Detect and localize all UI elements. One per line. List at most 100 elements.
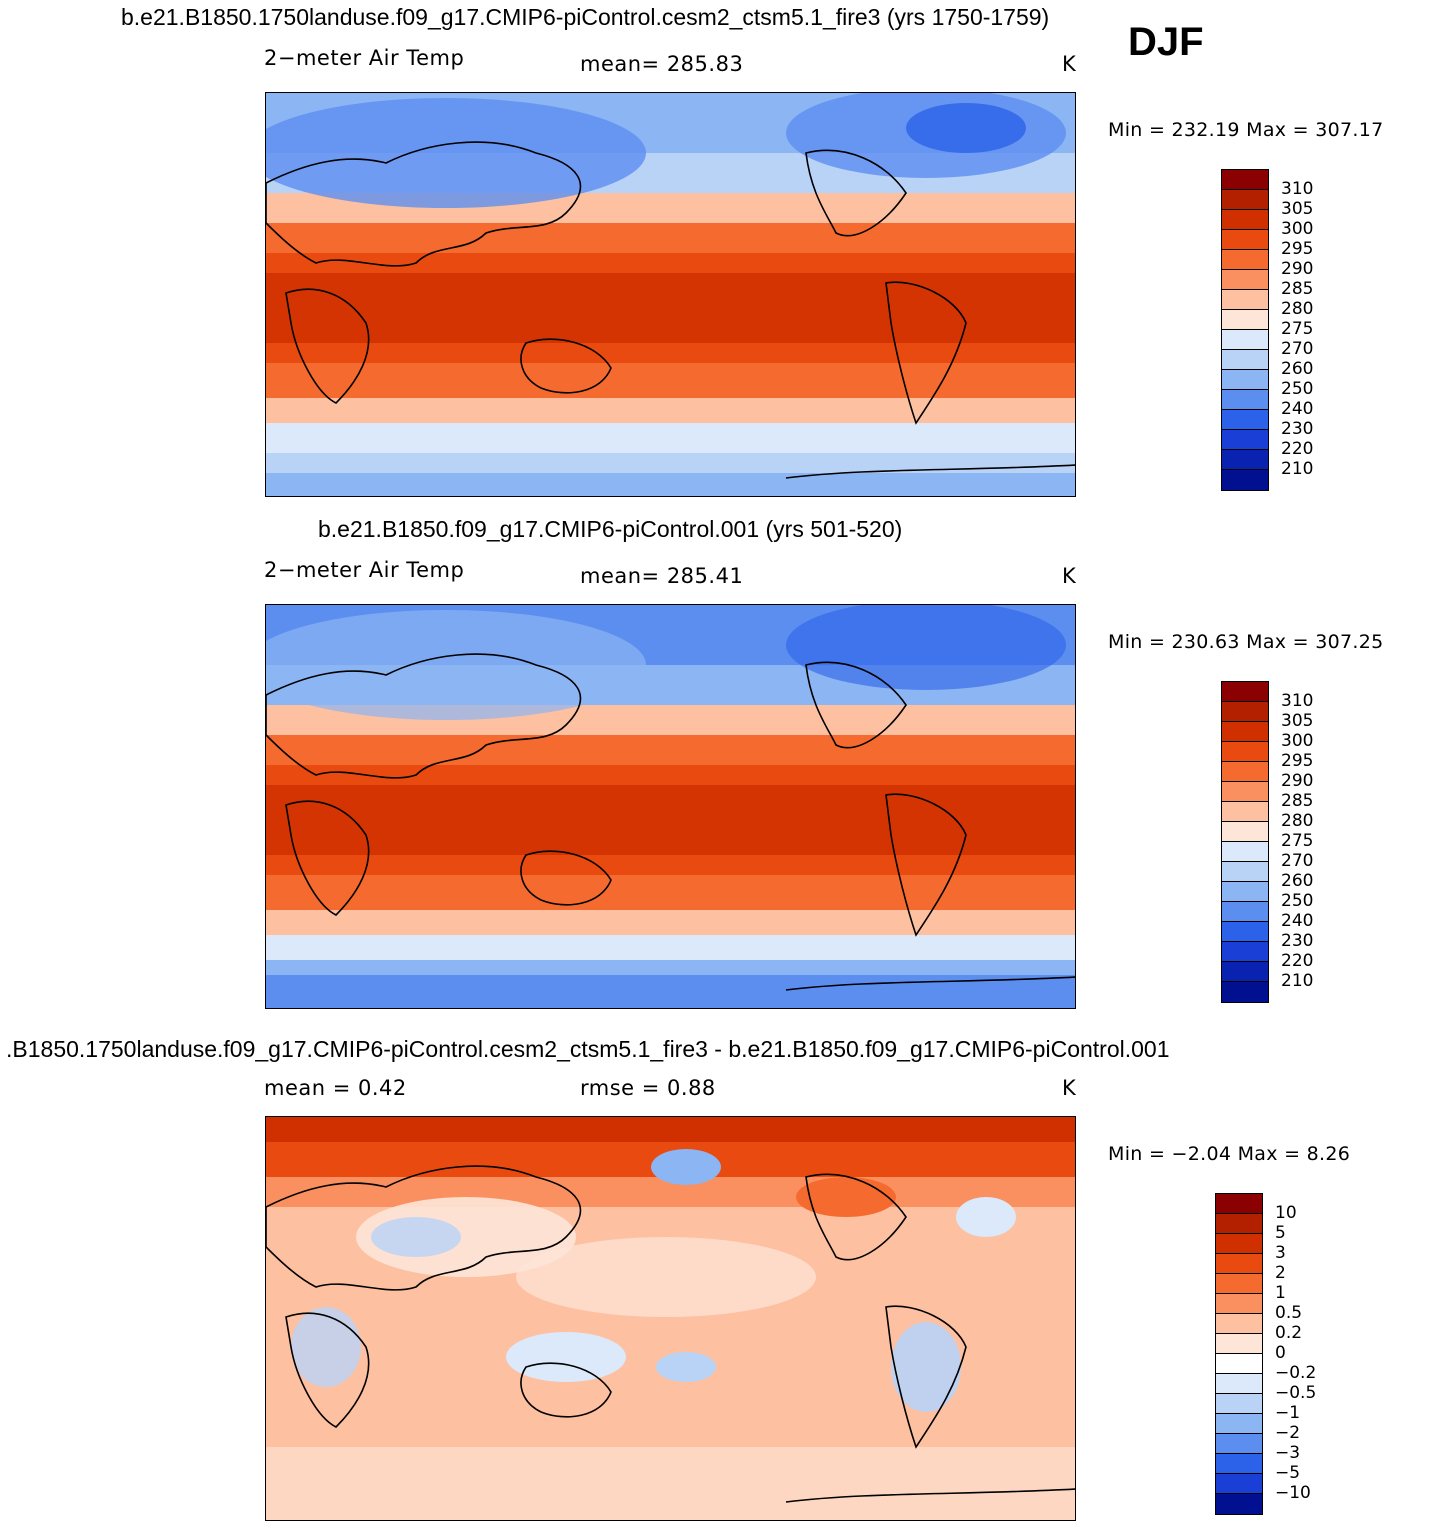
colorbar-tick-label: 285	[1281, 279, 1314, 299]
colorbar-tick-label: 295	[1281, 239, 1314, 259]
coastline	[785, 976, 1075, 991]
colorbar-tick-label: 295	[1281, 751, 1314, 771]
coastline	[785, 1488, 1075, 1503]
panel-2-units: K	[1062, 564, 1077, 588]
colorbar-swatch	[1222, 922, 1268, 942]
map-region	[516, 1237, 816, 1317]
coastline	[805, 661, 907, 749]
colorbar-tick-label: 280	[1281, 299, 1314, 319]
colorbar-tick-label: 0.5	[1275, 1303, 1303, 1323]
coastline	[266, 1165, 582, 1291]
panel-2-map	[265, 604, 1076, 1009]
colorbar-tick-label: 2	[1275, 1263, 1286, 1283]
colorbar-swatch	[1216, 1394, 1262, 1414]
colorbar-swatch	[1222, 450, 1268, 470]
colorbar-swatch	[1222, 782, 1268, 802]
colorbar-tick-label: 240	[1281, 399, 1314, 419]
map-band	[266, 785, 1075, 855]
colorbar-tick-label: 270	[1281, 339, 1314, 359]
colorbar-swatch	[1216, 1434, 1262, 1454]
panel-3-map	[265, 1116, 1076, 1521]
colorbar-tick-label: 260	[1281, 359, 1314, 379]
map-band	[266, 875, 1075, 910]
colorbar-swatch	[1216, 1454, 1262, 1474]
map-band	[266, 975, 1075, 1008]
colorbar-swatch	[1216, 1294, 1262, 1314]
colorbar-tick-label: 230	[1281, 419, 1314, 439]
map-band	[266, 363, 1075, 398]
colorbar-swatch	[1222, 170, 1268, 190]
panel-1-units: K	[1062, 52, 1077, 76]
colorbar-swatch	[1216, 1214, 1262, 1234]
colorbar-tick-label: 310	[1281, 179, 1314, 199]
map-region	[656, 1352, 716, 1382]
map-band	[266, 473, 1075, 496]
colorbar-swatch	[1216, 1474, 1262, 1494]
colorbar-tick-label: −5	[1275, 1463, 1301, 1483]
colorbar-tick-label: −0.2	[1275, 1363, 1317, 1383]
coastline	[785, 464, 1075, 479]
colorbar-swatch	[1222, 410, 1268, 430]
map-region	[891, 1322, 961, 1412]
colorbar-swatch	[1216, 1414, 1262, 1434]
colorbar-swatch	[1222, 370, 1268, 390]
colorbar-swatch	[1222, 982, 1268, 1002]
map-region	[956, 1197, 1016, 1237]
coastline	[266, 653, 582, 779]
panel-3-rmse-label: rmse = 0.88	[580, 1076, 716, 1100]
colorbar-swatch	[1222, 470, 1268, 490]
coastline	[805, 1173, 907, 1261]
panel-1-minmax: Min = 232.19 Max = 307.17	[1108, 119, 1384, 141]
colorbar-swatch	[1222, 722, 1268, 742]
coastline	[285, 288, 370, 404]
map-band	[266, 398, 1075, 423]
coastline	[520, 1362, 612, 1418]
map-region	[796, 1177, 896, 1217]
colorbar-swatch	[1222, 210, 1268, 230]
map-band	[266, 935, 1075, 960]
panel-3-title: .B1850.1750landuse.f09_g17.CMIP6-piContr…	[6, 1036, 1170, 1062]
colorbar-swatch	[1222, 270, 1268, 290]
map-region	[356, 1197, 576, 1277]
panel-1-variable-label: 2−meter Air Temp	[264, 46, 465, 70]
panel-1-mean-label: mean= 285.83	[580, 52, 744, 76]
map-band	[266, 1447, 1075, 1520]
colorbar-tick-label: 310	[1281, 691, 1314, 711]
panel-2-colorbar	[1221, 681, 1269, 1003]
map-band	[266, 910, 1075, 935]
map-region	[371, 1217, 461, 1257]
coastline	[520, 850, 612, 906]
colorbar-swatch	[1222, 430, 1268, 450]
colorbar-swatch	[1216, 1374, 1262, 1394]
map-region	[506, 1332, 626, 1382]
colorbar-swatch	[1216, 1274, 1262, 1294]
map-band	[266, 423, 1075, 453]
colorbar-tick-label: 1	[1275, 1283, 1286, 1303]
colorbar-tick-label: 230	[1281, 931, 1314, 951]
colorbar-tick-label: 250	[1281, 379, 1314, 399]
colorbar-swatch	[1222, 902, 1268, 922]
colorbar-tick-label: 3	[1275, 1243, 1286, 1263]
colorbar-tick-label: 0.2	[1275, 1323, 1303, 1343]
colorbar-swatch	[1222, 742, 1268, 762]
colorbar-swatch	[1222, 762, 1268, 782]
coastline	[885, 793, 967, 937]
map-region	[651, 1149, 721, 1185]
colorbar-swatch	[1216, 1194, 1262, 1214]
colorbar-tick-label: 290	[1281, 771, 1314, 791]
panel-1-map	[265, 92, 1076, 497]
colorbar-tick-label: 305	[1281, 711, 1314, 731]
coastline	[520, 338, 612, 394]
panel-3-minmax: Min = −2.04 Max = 8.26	[1108, 1143, 1351, 1165]
colorbar-swatch	[1222, 962, 1268, 982]
colorbar-tick-label: −1	[1275, 1403, 1301, 1423]
colorbar-swatch	[1222, 390, 1268, 410]
coastline	[285, 1312, 370, 1428]
colorbar-tick-label: 260	[1281, 871, 1314, 891]
colorbar-swatch	[1216, 1254, 1262, 1274]
colorbar-tick-label: −3	[1275, 1443, 1301, 1463]
colorbar-tick-label: 280	[1281, 811, 1314, 831]
map-region	[906, 103, 1026, 153]
colorbar-swatch	[1222, 802, 1268, 822]
colorbar-tick-label: 275	[1281, 319, 1314, 339]
